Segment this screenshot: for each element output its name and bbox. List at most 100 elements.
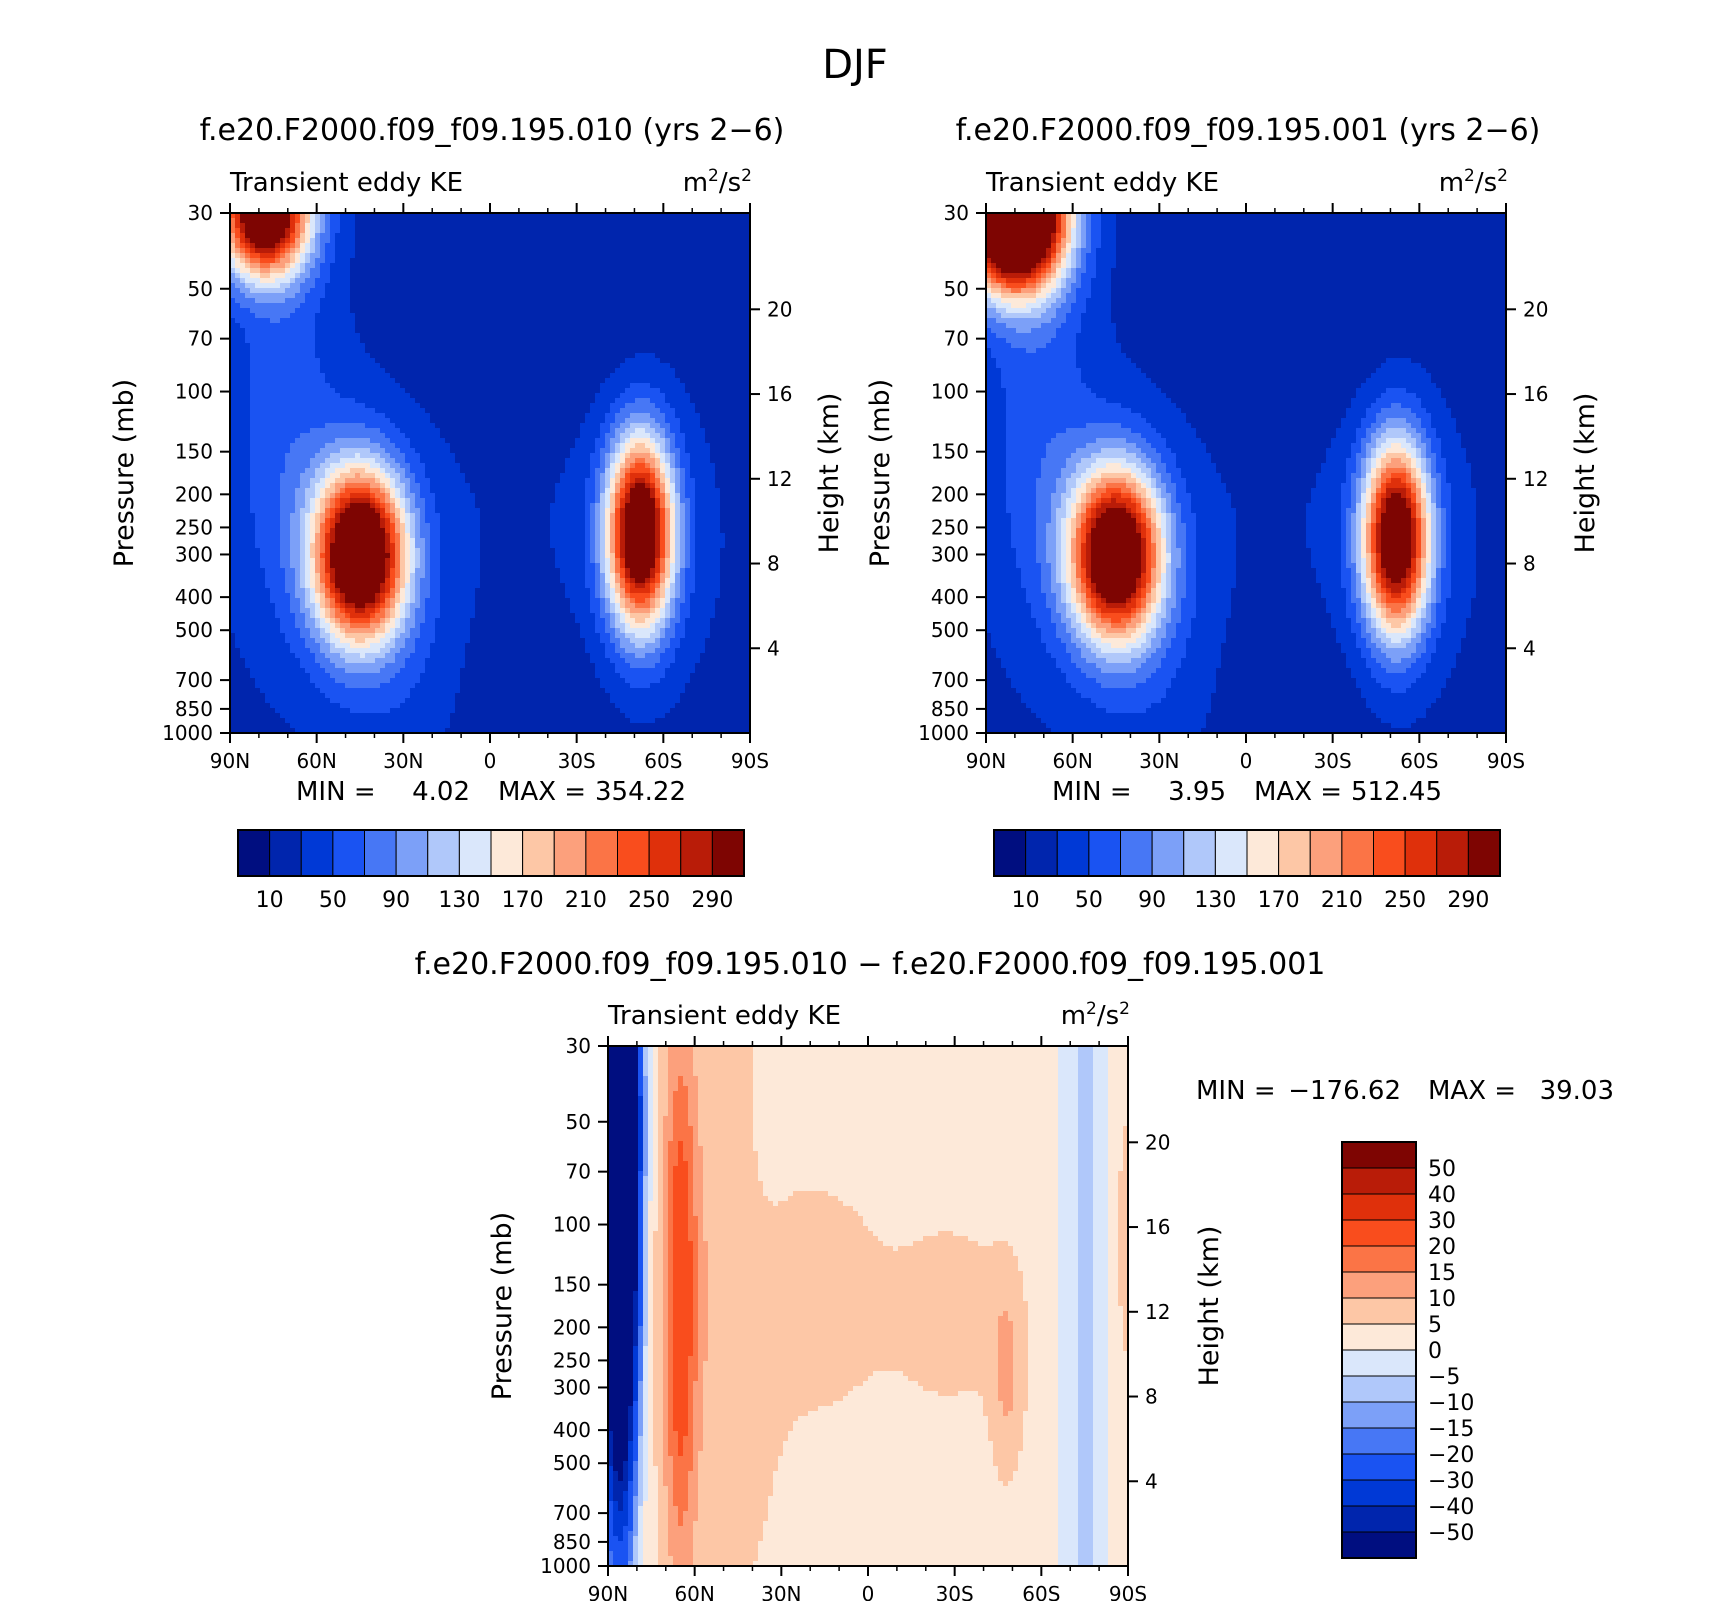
contour-cell [285,268,291,274]
contour-cell [1121,463,1137,469]
contour-cell [615,413,631,419]
contour-cell [648,1101,654,1107]
contour-cell [310,573,316,579]
contour-cell [565,593,591,599]
contour-cell [1421,613,1427,619]
contour-cell [1056,598,1062,604]
contour-cell [1061,268,1067,274]
contour-cell [753,1061,1059,1067]
colorbar-box [1025,829,1058,877]
contour-cell [570,603,591,609]
contour-cell [1056,573,1062,579]
contour-cell [1081,593,1087,599]
contour-cell [395,658,406,664]
contour-cell [605,648,616,654]
contour-cell [1156,513,1162,519]
contour-cell [355,243,751,249]
contour-cell [1121,423,1152,429]
contour-cell [1091,603,1097,609]
contour-cell [700,423,751,429]
contour-cell [645,653,661,659]
contour-cell [440,603,476,609]
contour-cell [673,1116,689,1122]
contour-cell [670,443,676,449]
contour-cell [425,513,441,519]
contour-cell [420,588,431,594]
contour-cell [1066,503,1072,509]
contour-cell [1056,513,1067,519]
contour-cell [665,613,671,619]
contour-cell [1371,483,1377,489]
contour-cell [395,478,401,484]
contour-cell [1416,618,1422,624]
contour-cell [653,1101,659,1107]
contour-cell [635,353,656,359]
contour-cell [330,648,346,654]
contour-cell [660,548,666,554]
contour-cell [1391,443,1402,449]
contour-cell [595,623,606,629]
contour-cell [1041,458,1067,464]
contour-cell [1206,443,1332,449]
contour-cell [290,248,296,254]
contour-cell [1361,538,1367,544]
contour-cell [1376,678,1417,684]
contour-cell [605,523,611,529]
contour-cell [635,483,646,489]
contour-cell [230,483,251,489]
contour-cell [395,593,401,599]
contour-cell [1386,653,1412,659]
contour-cell [285,253,291,259]
colorbar-box [1436,829,1469,877]
contour-cell [420,513,426,519]
contour-cell [1436,483,1442,489]
contour-cell [1151,603,1157,609]
contour-cell [470,623,581,629]
contour-cell [675,433,686,439]
contour-cell [1116,328,1507,334]
contour-cell [1406,583,1412,589]
contour-cell [1086,588,1092,594]
contour-cell [380,683,416,689]
contour-cell [1376,573,1382,579]
contour-cell [340,508,346,514]
contour-cell [600,588,606,594]
contour-cell [335,253,356,259]
contour-cell [608,1081,639,1087]
contour-cell [410,593,416,599]
contour-cell [585,418,606,424]
contour-cell [320,583,326,589]
contour-cell [630,473,651,479]
contour-cell [615,563,621,569]
contour-cell [1071,563,1077,569]
contour-cell [1086,643,1097,649]
contour-cell [355,218,751,224]
contour-cell [1051,503,1062,509]
contour-cell [665,598,671,604]
contour-cell [1121,348,1507,354]
contour-cell [595,393,621,399]
contour-cell [330,543,386,549]
contour-cell [330,513,336,519]
contour-cell [665,538,671,544]
contour-cell [1146,608,1152,614]
contour-cell [986,543,1012,549]
contour-cell [1081,233,1087,239]
contour-cell [425,603,441,609]
contour-cell [230,553,261,559]
contour-cell [1006,413,1142,419]
contour-cell [1071,263,1077,269]
contour-cell [1171,568,1177,574]
contour-cell [300,248,306,254]
contour-cell [1081,548,1087,554]
contour-cell [1076,558,1082,564]
contour-cell [1081,498,1087,504]
contour-cell [1341,493,1352,499]
contour-cell [1156,508,1162,514]
contour-cell [685,448,711,454]
contour-cell [650,433,661,439]
contour-cell [330,533,336,539]
contour-cell [1096,598,1102,604]
contour-cell [340,653,361,659]
contour-cell [1471,598,1507,604]
